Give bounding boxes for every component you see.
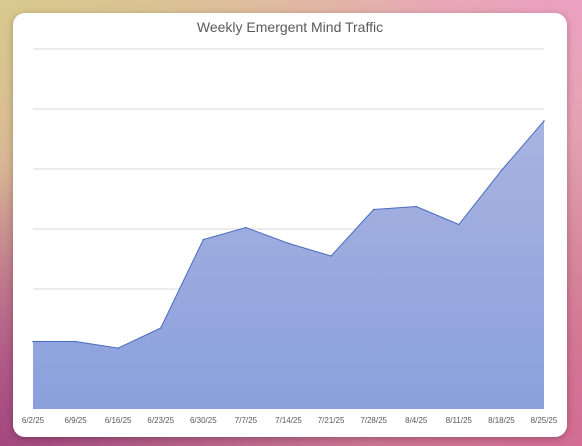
data-point [32,340,34,343]
data-point [202,238,205,241]
data-point [159,327,162,329]
data-point [458,223,460,226]
x-tick-label: 6/16/25 [105,416,132,425]
x-tick-label: 7/14/25 [275,416,302,425]
x-tick-label: 7/28/25 [360,416,387,425]
data-point [117,347,119,349]
x-tick-label: 6/9/25 [64,416,87,425]
area-fill [33,121,544,409]
data-point [74,340,77,343]
x-tick-label: 8/18/25 [488,416,515,425]
data-point [543,120,545,122]
data-point [500,169,503,172]
chart-title: Weekly Emergent Mind Traffic [196,19,384,35]
x-tick-label: 6/2/25 [22,416,45,425]
x-tick-label: 8/4/25 [405,416,428,425]
data-point [287,242,290,245]
x-tick-label: 7/21/25 [318,416,345,425]
data-point [415,205,418,208]
x-tick-label: 8/11/25 [446,416,473,425]
x-axis-tick-labels: 6/2/25 6/9/25 6/16/25 6/23/25 6/30/25 7/7/25 7… [22,416,558,425]
series-area [32,120,545,409]
data-point [245,226,247,229]
data-point [372,208,375,211]
data-point [330,255,332,257]
x-tick-label: 8/25/25 [531,416,558,425]
x-tick-label: 6/30/25 [190,416,217,425]
area-chart: 6/2/25 6/9/25 6/16/25 6/23/25 6/30/25 7/7/25 7… [22,48,558,425]
chart-card: Weekly Emergent Mind Traffic 6/2/25 6/9/2… [13,13,567,437]
x-tick-label: 7/7/25 [235,416,258,425]
x-tick-label: 6/23/25 [147,416,174,425]
